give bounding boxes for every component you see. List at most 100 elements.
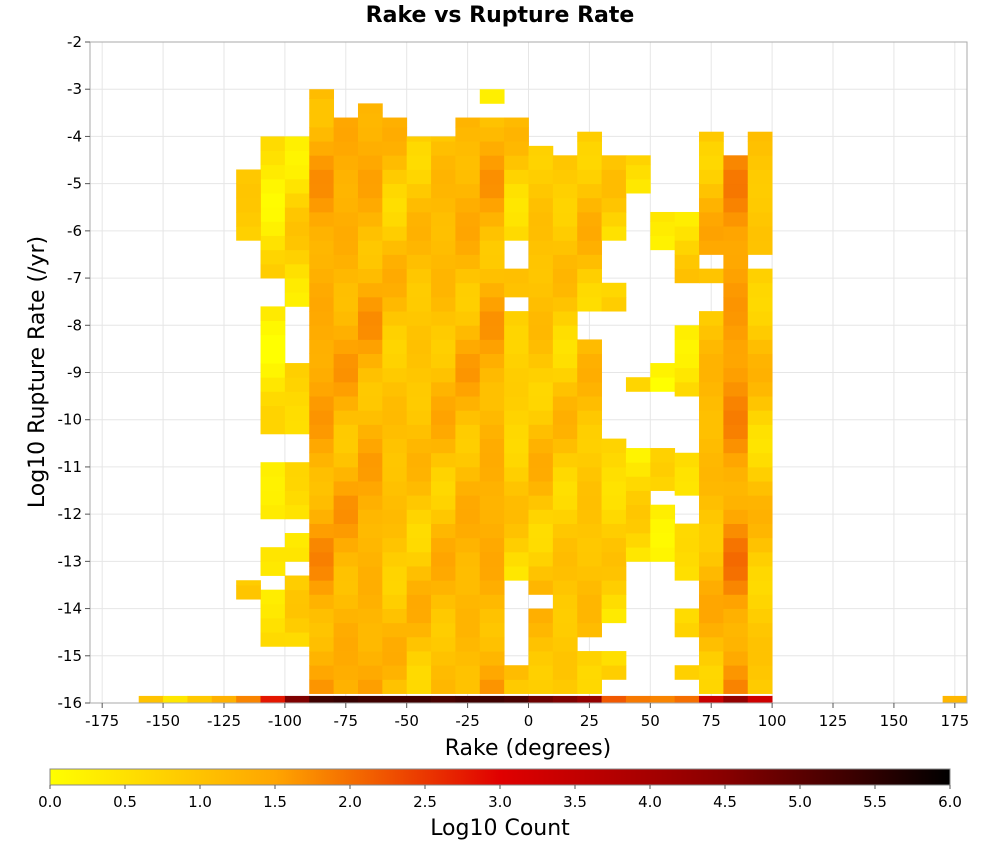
heatmap-cell	[479, 296, 505, 312]
heatmap-cell	[455, 551, 481, 567]
y-tick-label: -8	[67, 316, 82, 334]
heatmap-cell	[528, 523, 554, 539]
heatmap-cell	[309, 211, 335, 227]
heatmap-cell	[284, 575, 310, 591]
heatmap-cell	[723, 311, 749, 326]
heatmap-cell	[455, 240, 481, 255]
heatmap-cell	[455, 367, 481, 383]
heatmap-cell	[699, 268, 724, 284]
heatmap-cell	[674, 566, 700, 581]
heatmap-cell	[479, 622, 505, 638]
heatmap-cell	[309, 636, 335, 652]
heatmap-cell	[552, 296, 578, 312]
heatmap-cell	[309, 169, 335, 185]
heatmap-cell	[747, 551, 773, 567]
heatmap-cell	[674, 254, 700, 270]
heatmap-cell	[552, 665, 578, 680]
heatmap-cell	[723, 282, 749, 298]
y-tick-label: -2	[67, 33, 82, 51]
heatmap-cell	[601, 211, 627, 227]
heatmap-cell	[577, 651, 602, 666]
heatmap-cell	[236, 169, 261, 185]
heatmap-cell	[284, 391, 310, 406]
heatmap-cell	[284, 164, 310, 180]
heatmap-cell	[431, 452, 456, 468]
heatmap-cell	[382, 466, 408, 482]
heatmap-cell	[552, 551, 578, 567]
heatmap-cell	[260, 618, 286, 633]
heatmap-cell	[723, 636, 749, 652]
heatmap-cell	[406, 424, 432, 439]
heatmap-cell	[309, 537, 335, 553]
heatmap-cell	[699, 396, 724, 411]
heatmap-cell	[674, 367, 700, 383]
heatmap-cell	[650, 235, 676, 251]
heatmap-cell	[650, 448, 676, 463]
heatmap-cell	[333, 495, 359, 510]
heatmap-cell	[357, 679, 383, 694]
heatmap-cell	[625, 155, 651, 166]
heatmap-cell	[260, 136, 286, 151]
heatmap-cell	[382, 608, 408, 624]
heatmap-cell	[382, 580, 408, 595]
heatmap-cell	[479, 325, 505, 340]
heatmap-cell	[577, 509, 602, 524]
heatmap-cell	[723, 551, 749, 567]
heatmap-cell	[431, 240, 456, 255]
heatmap-cell	[577, 438, 602, 454]
heatmap-cell	[699, 424, 724, 439]
heatmap-cell	[601, 495, 627, 510]
heatmap-cell	[333, 438, 359, 454]
heatmap-cell	[699, 679, 724, 694]
heatmap-cell	[406, 226, 432, 241]
x-tick-label: 100	[758, 712, 787, 730]
heatmap-cell	[357, 353, 383, 369]
heatmap-cell	[357, 155, 383, 170]
heatmap-cell	[601, 608, 627, 624]
heatmap-cell	[260, 589, 286, 605]
heatmap-cell	[309, 665, 335, 680]
heatmap-cell	[431, 367, 456, 383]
heatmap-cell	[333, 126, 359, 142]
heatmap-cell-bottom	[187, 695, 213, 703]
heatmap-cell	[455, 438, 481, 454]
heatmap-cell	[309, 141, 335, 156]
heatmap-cell	[723, 410, 749, 425]
heatmap-cell	[406, 665, 432, 680]
heatmap-cell	[333, 254, 359, 270]
heatmap-cell	[260, 164, 286, 180]
heatmap-cell	[431, 566, 456, 581]
heatmap-cell	[528, 155, 554, 170]
heatmap-cell	[431, 665, 456, 680]
heatmap-cell	[747, 495, 773, 510]
heatmap-cell	[747, 537, 773, 553]
heatmap-cell	[431, 410, 456, 425]
heatmap-cell	[504, 268, 529, 284]
heatmap-cell	[650, 504, 676, 520]
heatmap-cell	[309, 268, 335, 284]
heatmap-cell	[431, 268, 456, 284]
heatmap-cell	[723, 155, 749, 170]
heatmap-cell	[382, 296, 408, 312]
heatmap-cell	[284, 490, 310, 506]
heatmap-cell	[357, 665, 383, 680]
heatmap-cell	[674, 622, 700, 638]
heatmap-cell	[382, 438, 408, 454]
heatmap-cell	[309, 155, 335, 170]
heatmap-cell	[455, 665, 481, 680]
heatmap-cell	[236, 226, 261, 241]
heatmap-cell	[309, 381, 335, 397]
heatmap-cell	[723, 197, 749, 213]
heatmap-cell	[455, 651, 481, 666]
heatmap-cell	[577, 424, 602, 439]
heatmap-cell	[309, 438, 335, 454]
heatmap-cell	[723, 537, 749, 553]
heatmap-cell	[479, 523, 505, 539]
heatmap-cell	[284, 150, 310, 166]
heatmap-cell	[431, 183, 456, 199]
heatmap-cell	[747, 651, 773, 666]
heatmap-cell	[431, 509, 456, 524]
heatmap-cell	[479, 282, 505, 298]
heatmap-cell	[455, 141, 481, 156]
heatmap-cell	[504, 679, 529, 694]
